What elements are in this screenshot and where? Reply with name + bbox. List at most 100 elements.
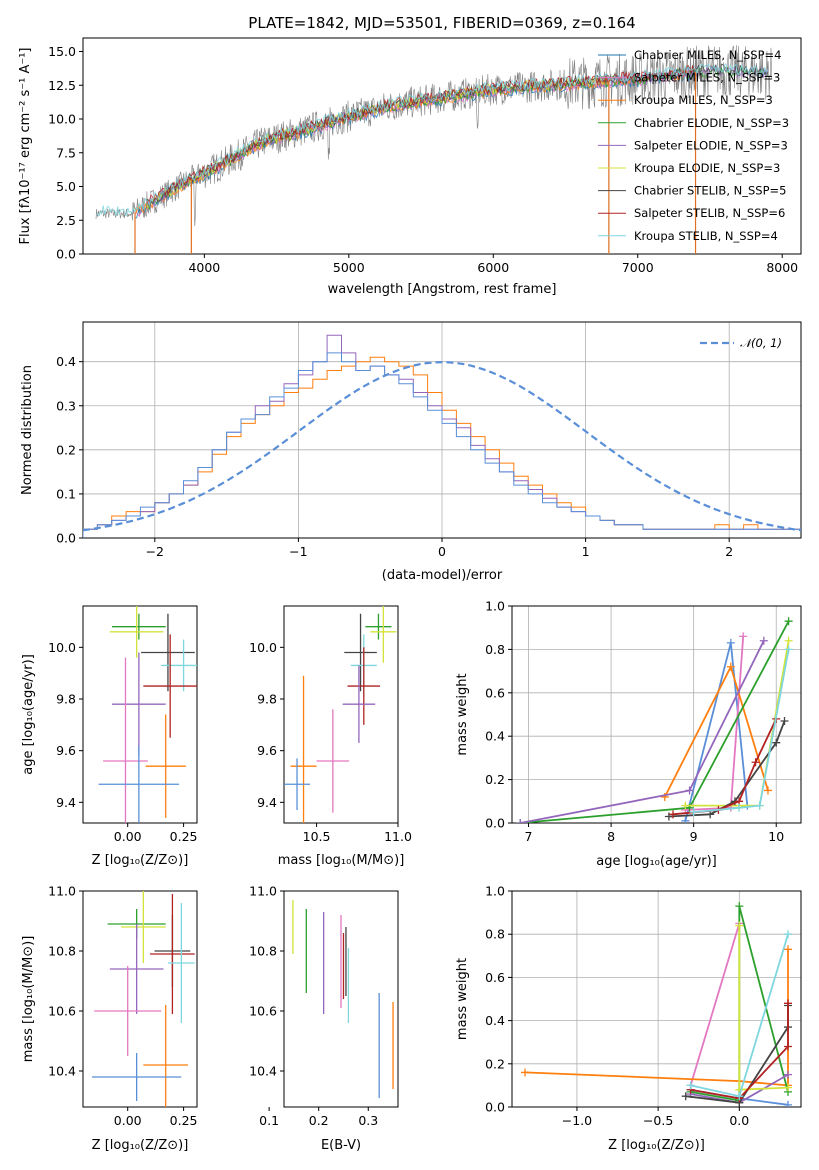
panel4-series-4-marker-0 xyxy=(516,819,525,823)
panel5-ylabel: mass [log₁₀(M/M⊙)] xyxy=(21,936,36,1063)
panel4-xtick-label-0: 7 xyxy=(525,829,533,844)
legend-label-2: Kroupa MILES, N_SSP=3 xyxy=(634,93,773,107)
panel0-ytick-label-4: 10.0 xyxy=(48,112,76,127)
panel0-ytick-label-3: 7.5 xyxy=(56,145,76,160)
normal-curve xyxy=(83,360,801,532)
panel5-ytick-label-3: 11.0 xyxy=(48,884,76,899)
panel6-ytick-label-1: 10.6 xyxy=(249,1004,277,1019)
panel7-series-0-marker-2 xyxy=(784,1100,793,1107)
panel4-lines xyxy=(516,617,793,823)
panel0-ytick-label-1: 2.5 xyxy=(56,213,76,228)
panel0-xtick-label-3: 7000 xyxy=(622,260,654,275)
panel3-frame xyxy=(283,605,399,824)
panel3-xtick-label-1: 11.0 xyxy=(384,829,412,844)
panel7-series-6-marker-0 xyxy=(681,1092,690,1101)
panel4-series-6-marker-3 xyxy=(772,738,781,747)
panel4-series-5-marker-0 xyxy=(681,801,690,810)
legend-label-8: Kroupa STELIB, N_SSP=4 xyxy=(634,229,778,243)
spectrum-group xyxy=(95,45,773,254)
panel2-ytick-label-1: 9.6 xyxy=(56,743,76,758)
panel4-series-4 xyxy=(520,640,765,823)
panel0-xtick-label-0: 4000 xyxy=(188,260,220,275)
panel0-xtick-label-4: 8000 xyxy=(766,260,798,275)
panel7-series-7-marker-3 xyxy=(784,999,793,1008)
legend-label-3: Chabrier ELODIE, N_SSP=3 xyxy=(634,116,789,130)
panel6-xtick-label-2: 0.3 xyxy=(358,1113,378,1128)
panel4-ytick-label-1: 0.2 xyxy=(485,772,505,787)
panel3-ytick-label-3: 10.0 xyxy=(249,640,277,655)
panel7-ylabel: mass weight xyxy=(455,958,470,1040)
panel7-xtick-label-1: −0.5 xyxy=(643,1113,673,1128)
panel4-series-4-marker-1 xyxy=(685,786,694,795)
panel3-ytick-label-1: 9.6 xyxy=(257,743,277,758)
panel5-xtick-label-1: 0.25 xyxy=(170,1113,198,1128)
panel0-title: PLATE=1842, MJD=53501, FIBERID=0369, z=0… xyxy=(248,14,635,32)
panel4-ytick-label-0: 0.0 xyxy=(485,816,505,831)
panel7-series-3-marker-2 xyxy=(735,902,744,911)
panel4-series-8-marker-2 xyxy=(755,801,764,810)
panel2-ylabel: age [log₁₀(age/yr)] xyxy=(21,654,36,775)
panel1-ytick-label-4: 0.4 xyxy=(56,354,76,369)
panel5-frame xyxy=(82,890,198,1108)
legend-label-1: Salpeter MILES, N_SSP=3 xyxy=(634,71,780,85)
panel5-ytick-label-2: 10.8 xyxy=(48,944,76,959)
panel7-frame xyxy=(511,890,802,1108)
panel2-points xyxy=(98,606,197,823)
histogram-series-2 xyxy=(83,352,801,538)
panel4-xtick-label-2: 9 xyxy=(690,829,698,844)
panel4-series-8 xyxy=(693,649,790,813)
legend-label-0: Chabrier MILES, N_SSP=4 xyxy=(634,48,781,62)
panel3-xlabel: mass [log₁₀(M/M⊙)] xyxy=(278,853,405,868)
panel1-ytick-label-3: 0.3 xyxy=(56,398,76,413)
panel6-ytick-label-0: 10.4 xyxy=(249,1064,277,1079)
hist-legend-label: 𝒩(0, 1) xyxy=(740,336,782,350)
panel7-ytick-label-1: 0.2 xyxy=(485,1056,505,1071)
panel0-ytick-label-0: 0.0 xyxy=(56,247,76,262)
panel7-series-2-marker-3 xyxy=(784,945,793,954)
panel4-series-5-marker-2 xyxy=(784,636,793,645)
panel2-xtick-label-0: 0.00 xyxy=(114,829,142,844)
panel7-ytick-label-4: 0.8 xyxy=(485,927,505,942)
panel0-ytick-label-2: 5.0 xyxy=(56,179,76,194)
panel4-series-3-marker-2 xyxy=(784,617,793,626)
panel7-series-7 xyxy=(690,1003,789,1100)
panel6-xtick-label-0: 0.1 xyxy=(259,1113,279,1128)
panel0-xtick-label-1: 5000 xyxy=(333,260,365,275)
panel4-series-8-marker-3 xyxy=(784,645,793,654)
panel6-ytick-label-2: 10.8 xyxy=(249,944,277,959)
legend-label-7: Salpeter STELIB, N_SSP=6 xyxy=(634,206,785,220)
panel4-series-0 xyxy=(684,642,749,822)
panel7-series-5-marker-0 xyxy=(735,921,744,930)
panel7-xlabel: Z [log₁₀(Z/Z⊙)] xyxy=(608,1138,705,1153)
panel4-xtick-label-1: 8 xyxy=(607,829,615,844)
legend-label-5: Kroupa ELODIE, N_SSP=3 xyxy=(634,161,780,175)
panel4-series-8-marker-1 xyxy=(735,803,744,812)
panel0-frame xyxy=(82,37,802,255)
panel4-ytick-label-4: 0.8 xyxy=(485,642,505,657)
panel4-series-0-marker-1 xyxy=(726,638,735,647)
panel7-xtick-label-0: −1.0 xyxy=(562,1113,592,1128)
panel1-ytick-label-1: 0.1 xyxy=(56,486,76,501)
panel4-xlabel: age [log₁₀(age/yr)] xyxy=(596,854,717,869)
panel7-ytick-label-3: 0.6 xyxy=(485,970,505,985)
panel7-series-5-marker-2 xyxy=(784,1083,793,1092)
panel1-xtick-label-1: −1 xyxy=(289,544,307,559)
panel0-ytick-label-6: 15.0 xyxy=(48,44,76,59)
panel5-ytick-label-0: 10.4 xyxy=(48,1064,76,1079)
panel7-series-7-marker-2 xyxy=(784,1042,793,1051)
panel7-xtick-label-2: 0.0 xyxy=(729,1113,749,1128)
panel3-ytick-label-2: 9.8 xyxy=(257,692,277,707)
panel4-ylabel: mass weight xyxy=(455,673,470,755)
panel7-series-8-marker-0 xyxy=(686,1081,695,1090)
panel2-xtick-label-1: 0.25 xyxy=(170,829,198,844)
panel5-ytick-label-1: 10.6 xyxy=(48,1004,76,1019)
panel7-series-2-marker-0 xyxy=(520,1068,529,1077)
panel3-xtick-label-0: 10.5 xyxy=(303,829,331,844)
model-spectrum-5 xyxy=(146,75,609,209)
panel4-ytick-label-2: 0.4 xyxy=(485,729,505,744)
panel4-series-2-marker-0 xyxy=(660,792,669,801)
panel6-points xyxy=(292,900,394,1098)
panel4-xtick-label-3: 10 xyxy=(768,829,784,844)
histogram-group xyxy=(83,334,801,538)
panel4-series-6-marker-0 xyxy=(664,812,673,821)
